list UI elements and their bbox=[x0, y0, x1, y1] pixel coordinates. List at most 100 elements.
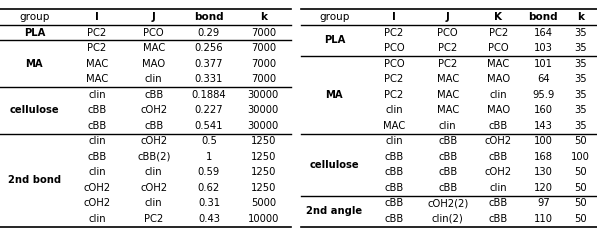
Text: 30000: 30000 bbox=[248, 121, 279, 131]
Text: 120: 120 bbox=[534, 183, 553, 193]
Text: 50: 50 bbox=[574, 183, 587, 193]
Text: 35: 35 bbox=[574, 105, 587, 115]
Text: 0.59: 0.59 bbox=[198, 167, 220, 177]
Text: 0.1884: 0.1884 bbox=[192, 90, 226, 100]
Text: MA: MA bbox=[26, 59, 43, 69]
Text: MAC: MAC bbox=[86, 59, 108, 69]
Text: PC2: PC2 bbox=[438, 43, 457, 53]
Text: 0.541: 0.541 bbox=[195, 121, 223, 131]
Text: cBB: cBB bbox=[144, 121, 164, 131]
Text: clin: clin bbox=[88, 167, 106, 177]
Text: MAC: MAC bbox=[86, 74, 108, 84]
Text: 5000: 5000 bbox=[251, 198, 276, 208]
Text: cBB: cBB bbox=[438, 136, 457, 146]
Text: cBB: cBB bbox=[384, 198, 404, 208]
Text: 30000: 30000 bbox=[248, 105, 279, 115]
Text: 95.9: 95.9 bbox=[532, 90, 555, 100]
Text: PCO: PCO bbox=[143, 28, 164, 38]
Text: 1250: 1250 bbox=[251, 136, 276, 146]
Text: cBB: cBB bbox=[87, 152, 107, 162]
Text: cBB: cBB bbox=[144, 90, 164, 100]
Text: cOH2: cOH2 bbox=[140, 105, 167, 115]
Text: PC2: PC2 bbox=[144, 214, 164, 224]
Text: 1250: 1250 bbox=[251, 152, 276, 162]
Text: MAO: MAO bbox=[142, 59, 165, 69]
Text: 0.5: 0.5 bbox=[201, 136, 217, 146]
Text: 0.227: 0.227 bbox=[195, 105, 223, 115]
Text: 0.62: 0.62 bbox=[198, 183, 220, 193]
Text: cBB: cBB bbox=[87, 105, 107, 115]
Text: cBB: cBB bbox=[384, 152, 404, 162]
Text: MAC: MAC bbox=[436, 105, 459, 115]
Text: 97: 97 bbox=[537, 198, 550, 208]
Text: clin: clin bbox=[385, 105, 403, 115]
Text: 101: 101 bbox=[534, 59, 553, 69]
Text: cellulose: cellulose bbox=[10, 105, 59, 115]
Text: cellulose: cellulose bbox=[309, 160, 359, 169]
Text: 50: 50 bbox=[574, 198, 587, 208]
Text: MA: MA bbox=[325, 90, 343, 100]
Text: K: K bbox=[494, 12, 503, 22]
Text: k: k bbox=[577, 12, 584, 22]
Text: group: group bbox=[319, 12, 349, 22]
Text: clin(2): clin(2) bbox=[432, 214, 464, 224]
Text: bond: bond bbox=[194, 12, 224, 22]
Text: PC2: PC2 bbox=[384, 74, 404, 84]
Text: MAC: MAC bbox=[383, 121, 405, 131]
Text: 7000: 7000 bbox=[251, 59, 276, 69]
Text: 7000: 7000 bbox=[251, 43, 276, 53]
Text: J: J bbox=[152, 12, 156, 22]
Text: clin: clin bbox=[145, 198, 162, 208]
Text: clin: clin bbox=[145, 167, 162, 177]
Text: 10000: 10000 bbox=[248, 214, 279, 224]
Text: MAO: MAO bbox=[487, 74, 510, 84]
Text: 35: 35 bbox=[574, 28, 587, 38]
Text: MAC: MAC bbox=[487, 59, 510, 69]
Text: cBB: cBB bbox=[87, 121, 107, 131]
Text: 0.377: 0.377 bbox=[195, 59, 223, 69]
Text: PCO: PCO bbox=[384, 43, 404, 53]
Text: cBB: cBB bbox=[489, 214, 508, 224]
Text: cBB: cBB bbox=[438, 152, 457, 162]
Text: PCO: PCO bbox=[488, 43, 509, 53]
Text: PLA: PLA bbox=[324, 35, 345, 46]
Text: bond: bond bbox=[528, 12, 558, 22]
Text: MAC: MAC bbox=[436, 90, 459, 100]
Text: 110: 110 bbox=[534, 214, 553, 224]
Text: cOH2: cOH2 bbox=[140, 136, 167, 146]
Text: cOH2: cOH2 bbox=[84, 183, 110, 193]
Text: 30000: 30000 bbox=[248, 90, 279, 100]
Text: 50: 50 bbox=[574, 214, 587, 224]
Text: clin: clin bbox=[88, 136, 106, 146]
Text: 0.43: 0.43 bbox=[198, 214, 220, 224]
Text: 7000: 7000 bbox=[251, 74, 276, 84]
Text: PLA: PLA bbox=[24, 28, 45, 38]
Text: clin: clin bbox=[490, 183, 507, 193]
Text: PCO: PCO bbox=[438, 28, 458, 38]
Text: 0.31: 0.31 bbox=[198, 198, 220, 208]
Text: I: I bbox=[95, 12, 99, 22]
Text: clin: clin bbox=[88, 214, 106, 224]
Text: 50: 50 bbox=[574, 136, 587, 146]
Text: 35: 35 bbox=[574, 90, 587, 100]
Text: cBB: cBB bbox=[384, 214, 404, 224]
Text: 7000: 7000 bbox=[251, 28, 276, 38]
Text: MAO: MAO bbox=[487, 105, 510, 115]
Text: 64: 64 bbox=[537, 74, 550, 84]
Text: 1: 1 bbox=[206, 152, 212, 162]
Text: clin: clin bbox=[439, 121, 457, 131]
Text: 100: 100 bbox=[534, 136, 553, 146]
Text: cBB: cBB bbox=[489, 198, 508, 208]
Text: group: group bbox=[19, 12, 50, 22]
Text: MAC: MAC bbox=[143, 43, 165, 53]
Text: cBB: cBB bbox=[384, 167, 404, 177]
Text: 100: 100 bbox=[571, 152, 590, 162]
Text: 103: 103 bbox=[534, 43, 553, 53]
Text: cBB: cBB bbox=[489, 121, 508, 131]
Text: 0.29: 0.29 bbox=[198, 28, 220, 38]
Text: cBB: cBB bbox=[438, 167, 457, 177]
Text: PCO: PCO bbox=[384, 59, 404, 69]
Text: 35: 35 bbox=[574, 74, 587, 84]
Text: 164: 164 bbox=[534, 28, 553, 38]
Text: cBB: cBB bbox=[384, 183, 404, 193]
